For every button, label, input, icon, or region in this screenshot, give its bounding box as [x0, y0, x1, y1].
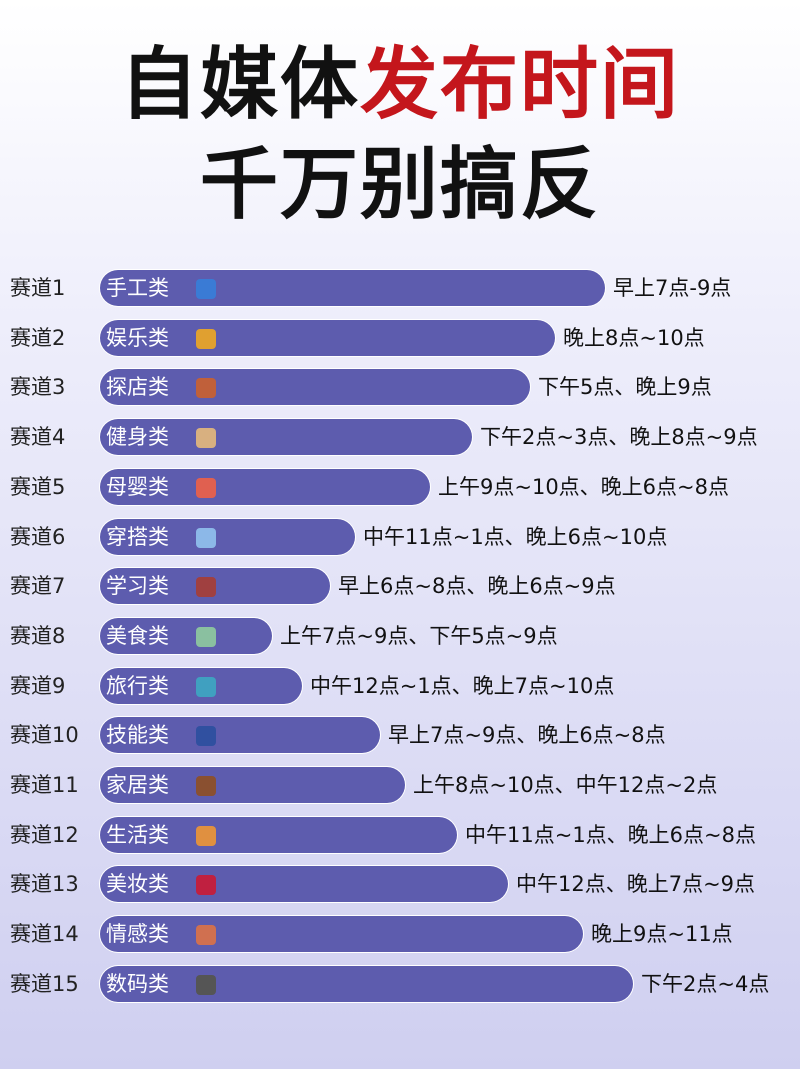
row: 赛道8 美食类 上午7点~9点、下午5点~9点 [0, 616, 800, 656]
row-label: 赛道2 [10, 325, 66, 350]
row: 赛道3 探店类 下午5点、晚上9点 [0, 367, 800, 407]
category-name: 母婴类 [106, 474, 169, 499]
category-name: 美妆类 [106, 872, 169, 897]
category-bar: 美妆类 [100, 866, 508, 903]
title-line: 自媒体发布时间 [0, 40, 800, 130]
category-bar: 手工类 [100, 270, 605, 306]
category-name: 娱乐类 [106, 325, 169, 350]
row: 赛道14 情感类 晚上9点~11点 [0, 914, 800, 954]
category-bar: 生活类 [100, 816, 457, 853]
row-label: 赛道1 [10, 276, 66, 300]
category-name: 探店类 [106, 375, 169, 400]
row: 赛道4 健身类 下午2点~3点、晚上8点~9点 [0, 417, 800, 457]
category-icon [196, 875, 216, 896]
category-name: 健身类 [106, 425, 169, 450]
category-name: 手工类 [106, 276, 169, 300]
time-text: 早上6点~8点、晚上6点~9点 [338, 574, 616, 599]
time-text: 上午7点~9点、下午5点~9点 [280, 623, 558, 648]
time-text: 中午12点~1点、晚上7点~10点 [310, 673, 615, 698]
category-icon [196, 825, 216, 846]
row: 赛道7 学习类 早上6点~8点、晚上6点~9点 [0, 566, 800, 606]
category-icon [196, 328, 216, 349]
category-bar: 数码类 [100, 965, 633, 1002]
row-label: 赛道12 [10, 822, 79, 847]
time-text: 中午11点~1点、晚上6点~10点 [363, 524, 668, 549]
row: 赛道1 手工类 早上7点-9点 [0, 268, 800, 308]
time-text: 下午2点~3点、晚上8点~9点 [480, 425, 758, 450]
category-bar: 母婴类 [100, 468, 430, 505]
title-black: 自媒体 [119, 40, 360, 130]
category-bar: 美食类 [100, 617, 272, 654]
time-text: 晚上8点~10点 [563, 325, 705, 350]
time-text: 下午5点、晚上9点 [538, 375, 712, 400]
category-icon [196, 577, 216, 598]
time-text: 下午2点~4点 [641, 971, 770, 996]
category-icon [196, 279, 216, 299]
category-icon [196, 925, 216, 946]
category-bar: 技能类 [100, 717, 380, 754]
row: 赛道15 数码类 下午2点~4点 [0, 964, 800, 1004]
category-name: 旅行类 [106, 673, 169, 698]
category-name: 家居类 [106, 773, 169, 797]
category-bar: 娱乐类 [100, 319, 555, 356]
time-text: 早上7点~9点、晚上6点~8点 [388, 723, 666, 748]
category-bar: 穿搭类 [100, 518, 355, 555]
category-bar: 探店类 [100, 369, 530, 406]
category-bar: 健身类 [100, 419, 472, 456]
category-bar: 旅行类 [100, 667, 302, 704]
time-text: 早上7点-9点 [613, 276, 732, 300]
category-icon [196, 527, 216, 548]
category-name: 情感类 [106, 922, 169, 947]
subtitle: 千万别搞反 [199, 140, 600, 230]
time-text: 上午8点~10点、中午12点~2点 [413, 773, 718, 797]
row-label: 赛道5 [10, 474, 66, 499]
category-icon [196, 726, 216, 747]
category-name: 美食类 [106, 623, 169, 648]
row: 赛道2 娱乐类 晚上8点~10点 [0, 318, 800, 358]
row: 赛道13 美妆类 中午12点、晚上7点~9点 [0, 864, 800, 904]
time-text: 中午11点~1点、晚上6点~8点 [465, 822, 756, 847]
row-label: 赛道3 [10, 375, 66, 400]
category-bar: 情感类 [100, 916, 583, 953]
category-name: 技能类 [106, 723, 169, 748]
row-label: 赛道14 [10, 922, 79, 947]
category-icon [196, 676, 216, 697]
category-icon [196, 378, 216, 399]
row-label: 赛道4 [10, 425, 66, 450]
row-label: 赛道6 [10, 524, 66, 549]
row-label: 赛道8 [10, 623, 66, 648]
category-icon [196, 626, 216, 647]
title-red: 发布时间 [360, 40, 681, 130]
row: 赛道12 生活类 中午11点~1点、晚上6点~8点 [0, 815, 800, 855]
row-label: 赛道7 [10, 574, 66, 599]
row: 赛道10 技能类 早上7点~9点、晚上6点~8点 [0, 715, 800, 755]
category-icon [196, 428, 216, 449]
row-label: 赛道13 [10, 872, 79, 897]
row-label: 赛道15 [10, 971, 79, 996]
category-icon [196, 477, 216, 498]
time-text: 中午12点、晚上7点~9点 [516, 872, 756, 897]
category-icon [196, 776, 216, 796]
time-text: 晚上9点~11点 [591, 922, 733, 947]
row-label: 赛道10 [10, 723, 79, 748]
category-name: 生活类 [106, 822, 169, 847]
time-text: 上午9点~10点、晚上6点~8点 [438, 474, 729, 499]
category-name: 数码类 [106, 971, 169, 996]
category-bar: 学习类 [100, 568, 330, 605]
row-label: 赛道11 [10, 773, 79, 797]
row: 赛道6 穿搭类 中午11点~1点、晚上6点~10点 [0, 517, 800, 557]
row: 赛道9 旅行类 中午12点~1点、晚上7点~10点 [0, 666, 800, 706]
row-label: 赛道9 [10, 673, 66, 698]
category-name: 穿搭类 [106, 524, 169, 549]
row: 赛道11 家居类 上午8点~10点、中午12点~2点 [0, 765, 800, 805]
category-bar: 家居类 [100, 767, 405, 803]
row: 赛道5 母婴类 上午9点~10点、晚上6点~8点 [0, 467, 800, 507]
category-icon [196, 974, 216, 995]
category-name: 学习类 [106, 574, 169, 599]
